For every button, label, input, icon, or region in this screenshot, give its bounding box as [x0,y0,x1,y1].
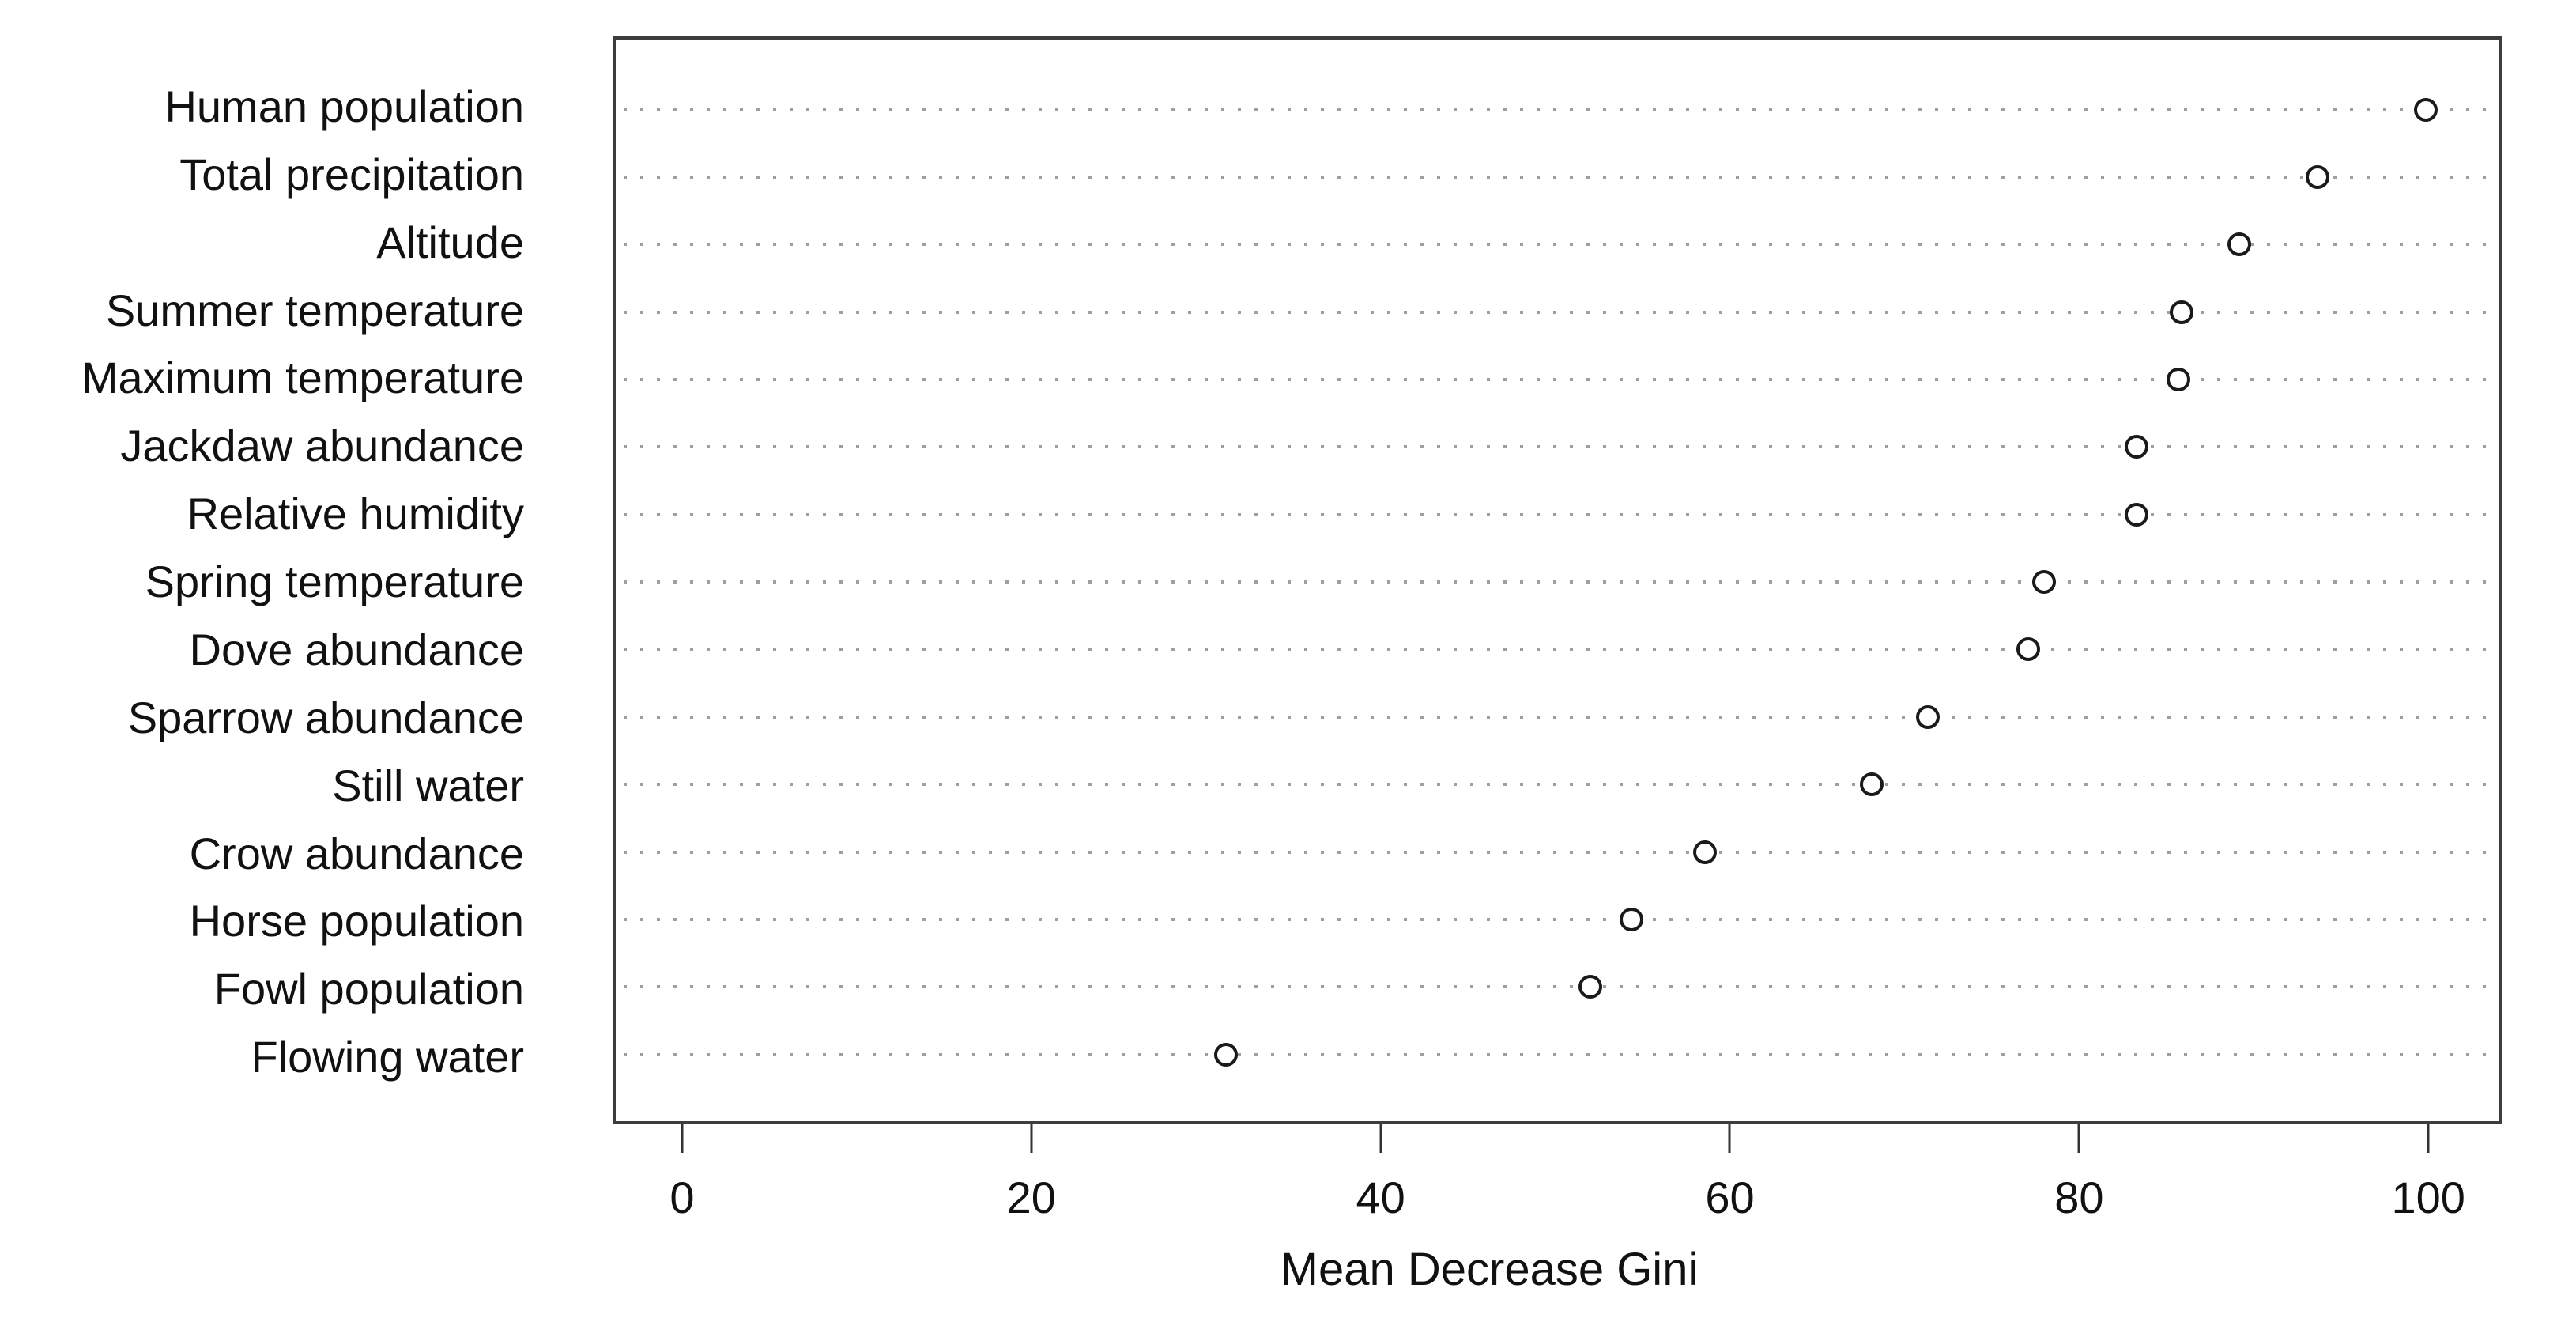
category-label: Jackdaw abundance [120,421,524,471]
data-point [2016,637,2041,662]
data-point [1860,772,1884,797]
x-tick-label: 80 [2054,1173,2104,1222]
category-label: Relative humidity [187,489,524,539]
gridline [624,445,2491,449]
data-point [2170,300,2194,324]
gridline [624,108,2491,111]
x-tick-mark [1030,1124,1033,1153]
category-label: Crow abundance [189,828,524,878]
gridline [624,917,2491,921]
x-tick-label: 60 [1705,1173,1755,1222]
gridline [624,512,2491,516]
x-tick-mark [1379,1124,1382,1153]
category-label: Sparrow abundance [127,692,524,742]
data-point [1578,975,1602,999]
gridline [624,1052,2491,1056]
category-label: Spring temperature [145,557,524,607]
data-point [1692,840,1717,864]
gridline [624,648,2491,652]
gridline [624,175,2491,179]
x-tick-label: 40 [1356,1173,1405,1222]
x-tick-label: 0 [669,1173,695,1222]
data-point [1214,1042,1239,1067]
x-axis-title: Mean Decrease Gini [1280,1244,1699,1295]
x-tick-label: 100 [2391,1173,2465,1222]
category-label: Summer temperature [105,285,524,335]
gridline [624,243,2491,247]
gridline [624,850,2491,854]
gridline [624,580,2491,584]
x-tick-label: 20 [1006,1173,1056,1222]
gridline [624,377,2491,381]
gridline [624,985,2491,989]
x-tick-mark [681,1124,684,1153]
data-point [2227,232,2251,257]
data-point [2306,164,2329,189]
category-label: Fowl population [213,964,524,1014]
data-point [2032,570,2057,595]
data-point [2125,435,2148,459]
data-point [2166,367,2190,391]
data-point [1620,907,1644,931]
data-point [2413,97,2438,122]
category-label: Altitude [376,217,524,267]
category-label: Dove abundance [189,624,524,674]
category-label: Still water [332,760,524,810]
plot-area [613,36,2502,1124]
x-tick-mark [2077,1124,2080,1153]
gridline [624,715,2491,719]
category-label: Human population [164,81,524,132]
data-point [1915,704,1940,729]
category-label: Total precipitation [179,149,524,199]
x-tick-mark [1728,1124,1731,1153]
data-point [2125,502,2148,527]
category-label: Horse population [189,896,524,946]
gridline [624,310,2491,314]
category-label: Flowing water [251,1032,524,1082]
gridline [624,783,2491,787]
x-tick-mark [2427,1124,2430,1153]
category-axis-labels: Human population Total precipitation Altit… [0,0,524,1337]
category-label: Maximum temperature [81,353,524,403]
